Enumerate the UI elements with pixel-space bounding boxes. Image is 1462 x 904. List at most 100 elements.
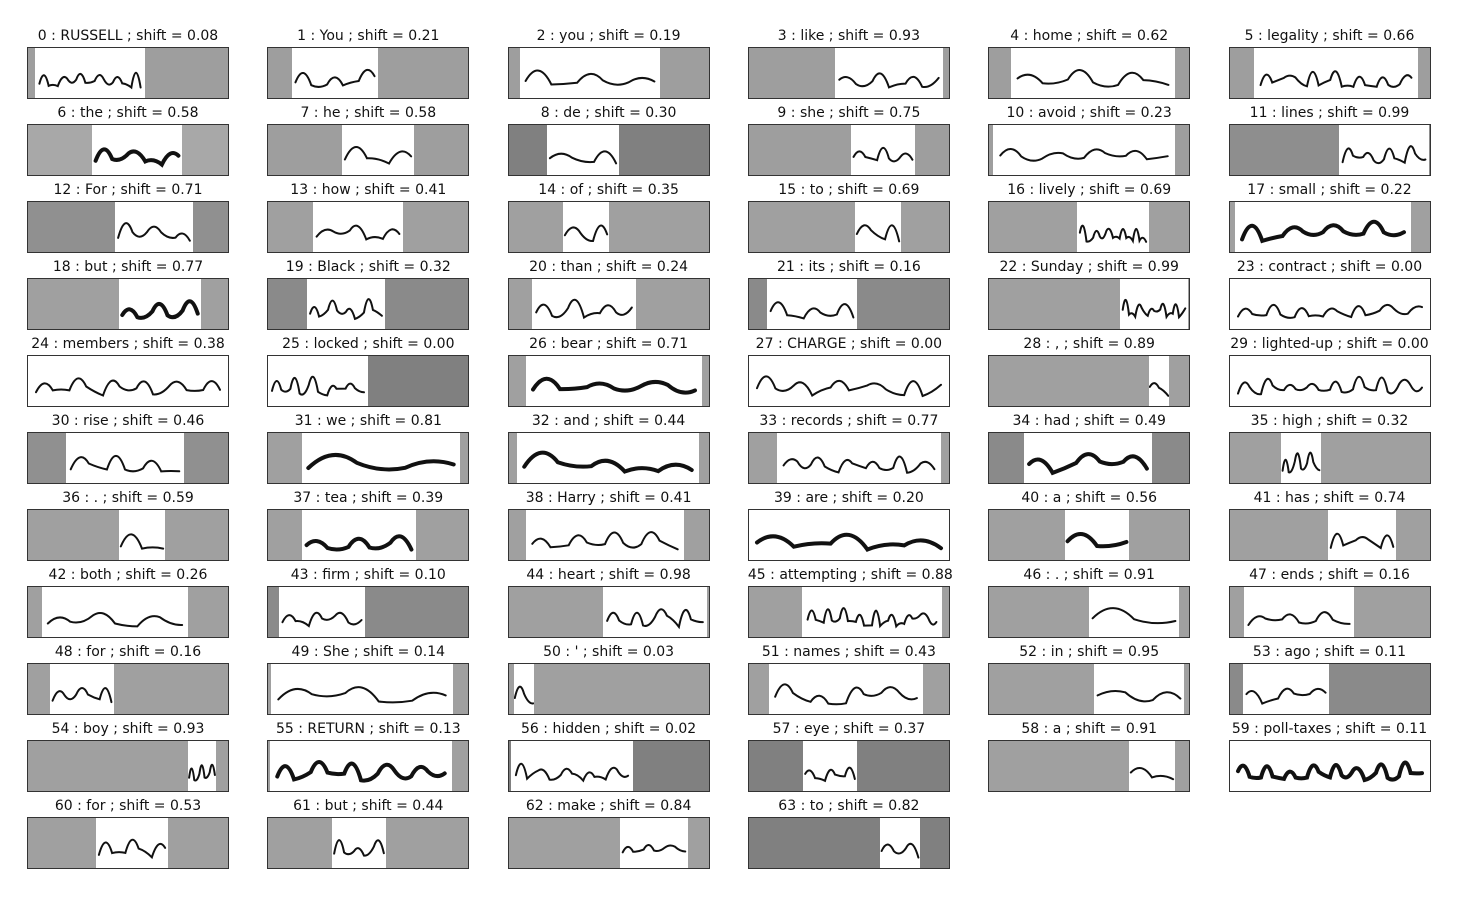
sample-shift: 0.49 (1134, 413, 1166, 429)
sample-shift: 0.38 (193, 336, 225, 352)
label-separator: : (71, 182, 85, 198)
word-image (747, 740, 950, 792)
word-sample: 55 : RETURN ; shift = 0.13 (267, 720, 507, 792)
sample-title: 27 : CHARGE ; shift = 0.00 (748, 335, 950, 353)
word-image (27, 278, 229, 330)
handwriting-strip (802, 741, 857, 791)
sample-index: 53 (1252, 644, 1271, 660)
word-sample: 43 : firm ; shift = 0.10 (267, 566, 507, 638)
handwriting-strip (1089, 587, 1180, 637)
label-separator: : (1266, 567, 1281, 583)
label-separator: : (790, 721, 805, 737)
sample-word: how (321, 182, 351, 198)
label-separator: : (1253, 28, 1268, 44)
label-shift-prefix: ; shift = (825, 259, 890, 275)
label-shift-prefix: ; shift = (349, 644, 414, 660)
word-sample: 35 : high ; shift = 0.32 (1228, 412, 1462, 484)
sample-word: its (808, 259, 826, 275)
sample-word: both (79, 567, 112, 583)
label-separator: : (543, 798, 558, 814)
label-separator: : (309, 644, 323, 660)
word-sample: 0 : RUSSELL ; shift = 0.08 (27, 27, 267, 99)
handwriting-stroke (1339, 125, 1429, 175)
handwriting-strip (1253, 48, 1418, 98)
label-separator: : (312, 413, 327, 429)
sample-title: 23 : contract ; shift = 0.00 (1229, 258, 1431, 276)
word-sample: 30 : rise ; shift = 0.46 (27, 412, 267, 484)
label-shift-prefix: ; shift = (580, 105, 646, 121)
sample-title: 9 : she ; shift = 0.75 (748, 104, 950, 122)
handwriting-strip (119, 510, 165, 560)
sample-index: 5 (1244, 28, 1254, 44)
sample-index: 52 (1019, 644, 1038, 660)
word-image (27, 740, 229, 792)
sample-title: 13 : how ; shift = 0.41 (267, 181, 469, 199)
sample-shift: 0.69 (1140, 182, 1172, 198)
sample-index: 23 (1236, 259, 1255, 275)
sample-index: 26 (529, 336, 547, 352)
sample-index: 19 (285, 259, 304, 275)
word-sample: 38 : Harry ; shift = 0.41 (507, 489, 748, 561)
sample-shift: 0.53 (170, 798, 202, 814)
word-sample: 7 : he ; shift = 0.58 (267, 104, 507, 176)
sample-shift: 0.44 (412, 798, 444, 814)
handwriting-strip (562, 202, 609, 252)
label-shift-prefix: ; shift = (347, 490, 413, 506)
word-sample: 59 : poll-taxes ; shift = 0.11 (1228, 720, 1462, 792)
word-image (267, 278, 470, 330)
handwriting-strip (96, 818, 168, 868)
handwriting-stroke (1065, 510, 1129, 560)
sample-word: Black (317, 259, 356, 275)
label-separator: : (549, 413, 564, 429)
label-shift-prefix: ; shift = (105, 644, 170, 660)
handwriting-strip (516, 433, 699, 483)
sample-title: 34 : had ; shift = 0.49 (988, 412, 1190, 430)
sample-word: ago (1284, 644, 1311, 660)
handwriting-strip (1149, 356, 1170, 406)
label-separator: : (311, 490, 325, 506)
label-separator: : (538, 721, 553, 737)
word-sample: 60 : for ; shift = 0.53 (27, 797, 267, 869)
label-shift-prefix: ; shift = (595, 490, 661, 506)
word-sample: 63 : to ; shift = 0.82 (747, 797, 988, 869)
handwriting-strip (1129, 741, 1176, 791)
word-image (507, 740, 710, 792)
sample-title: 63 : to ; shift = 0.82 (748, 797, 950, 815)
handwriting-strip (302, 433, 461, 483)
sample-shift: 0.69 (888, 182, 920, 198)
word-sample: 50 : ' ; shift = 0.03 (507, 643, 748, 715)
sample-shift: 0.71 (656, 336, 689, 352)
label-shift-prefix: ; shift = (108, 413, 174, 429)
word-image (988, 355, 1191, 407)
sample-title: 47 : ends ; shift = 0.16 (1229, 566, 1431, 584)
sample-shift: 0.37 (894, 721, 926, 737)
word-image (507, 201, 710, 253)
sample-index: 61 (293, 798, 311, 814)
label-shift-prefix: ; shift = (1070, 413, 1135, 429)
label-shift-prefix: ; shift = (350, 182, 416, 198)
handwriting-strip (1024, 433, 1153, 483)
label-shift-prefix: ; shift = (1061, 490, 1126, 506)
sample-word: eye (804, 721, 830, 737)
sample-title: 3 : like ; shift = 0.93 (748, 27, 950, 45)
sample-word: You (319, 28, 344, 44)
sample-index: 22 (999, 259, 1018, 275)
handwriting-stroke (1281, 433, 1321, 483)
handwriting-strip (1120, 279, 1189, 329)
word-sample: 18 : but ; shift = 0.77 (27, 258, 267, 330)
sample-title: 54 : boy ; shift = 0.93 (27, 720, 229, 738)
sample-index: 10 (1006, 105, 1025, 121)
label-separator: : (546, 259, 561, 275)
label-separator: : (543, 490, 558, 506)
sample-word: a (1052, 490, 1062, 506)
sample-shift: 0.82 (888, 798, 920, 814)
word-sample: 3 : like ; shift = 0.93 (747, 27, 988, 99)
word-image (1228, 509, 1431, 561)
word-sample: 33 : records ; shift = 0.77 (747, 412, 988, 484)
word-image (267, 817, 470, 869)
sample-title: 1 : You ; shift = 0.21 (267, 27, 469, 45)
handwriting-strip (776, 433, 941, 483)
sample-index: 63 (778, 798, 797, 814)
sample-word: firm (322, 567, 351, 583)
handwriting-strip (1077, 202, 1150, 252)
